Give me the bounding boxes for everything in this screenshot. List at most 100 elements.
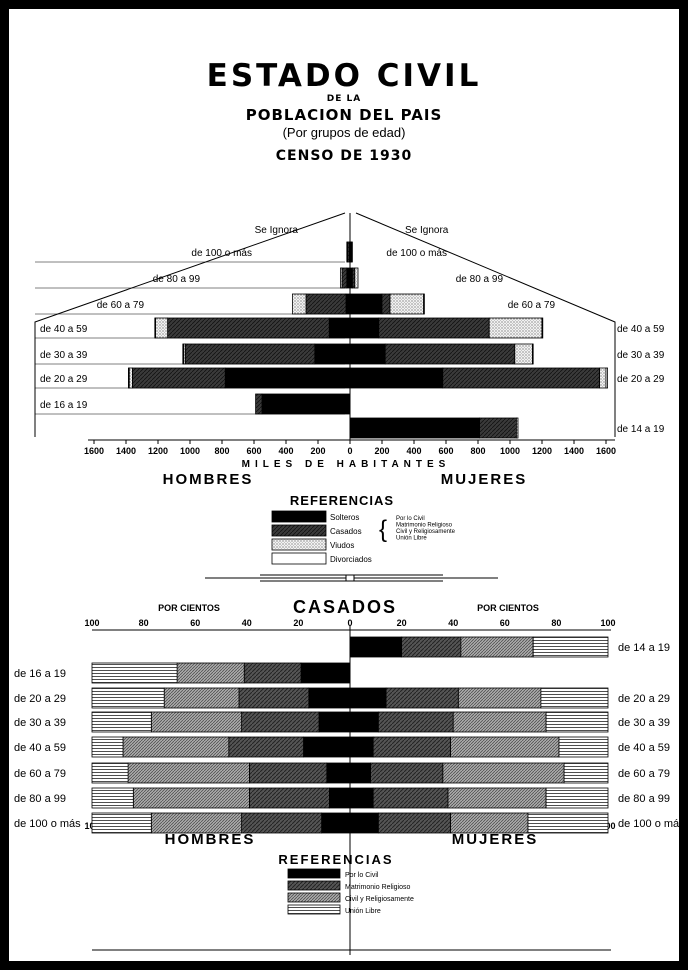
pyramid-tick-0: 1600 [84, 446, 104, 456]
pyramid-legend: REFERENCIAS Solteros Casados Viudos Divorci… [271, 493, 456, 565]
casados-bar-mujeres-de-100-o-mas-matrimonio-religioso [377, 812, 451, 834]
casados-bar-mujeres-de-80-a-99-union-libre [545, 787, 609, 809]
casados-title: CASADOS [293, 597, 397, 617]
bar-hombres-de-16-a-19-solteros [261, 393, 351, 415]
pyramid-label-right-de-100-o-mas: de 100 o más [386, 248, 447, 259]
casados-label-right-de-30-a-39: de 30 a 39 [618, 717, 670, 729]
casados-bar-hombres-de-40-a-59-civil-y-religiosamente [122, 736, 230, 758]
bar-mujeres-de-20-a-29-divorciados [605, 367, 609, 389]
pyramid-bars [127, 241, 609, 439]
casados-tick-top-6: 20 [397, 618, 407, 628]
pyramid-labels-right: Se Ignora de 100 o más de 80 a 99 de 60 a 7… [386, 225, 664, 435]
legend-sub-matrimonio-religioso: Matrimonio Religioso [396, 523, 453, 529]
bar-hombres-de-20-a-29-solteros [224, 367, 351, 389]
page-title: ESTADO CIVIL [206, 58, 482, 94]
bar-mujeres-de-30-a-39-viudos [514, 343, 533, 365]
casados-tick-top-5: 0 [347, 618, 352, 628]
bar-hombres-de-40-a-59-casados [167, 317, 330, 339]
legend-brace: { [379, 516, 387, 543]
casados-tick-top-8: 60 [500, 618, 510, 628]
casados-bar-hombres-de-100-o-mas-union-libre [91, 812, 152, 834]
pyramid-tick-7: 200 [310, 446, 325, 456]
pyramid-tick-2: 1200 [148, 446, 168, 456]
casados-bar-hombres-de-16-a-19-union-libre [91, 662, 178, 684]
casados-bar-hombres-de-80-a-99-por-lo-civil [328, 787, 351, 809]
title-de-la: DE LA [326, 94, 362, 104]
casados-bar-mujeres-de-60-a-79-union-libre [563, 762, 609, 784]
legend-swatch-casados [271, 524, 327, 537]
bar-hombres-de-80-a-99-solteros [346, 267, 351, 289]
casados-tick-top-2: 60 [190, 618, 200, 628]
bar-mujeres-de-20-a-29-viudos [599, 367, 607, 389]
casados-label-right-de-40-a-59: de 40 a 59 [618, 742, 670, 754]
casados-right-label: MUJERES [452, 831, 539, 848]
casados-bar-mujeres-de-80-a-99-civil-y-religiosamente [447, 787, 547, 809]
casados-labels-right: de 14 a 19 de 20 a 29 de 30 a 39 de 40 a 59… [618, 642, 685, 830]
casados-bar-mujeres-de-40-a-59-matrimonio-religioso [372, 736, 452, 758]
bar-hombres-de-100-o-mas-viudos [346, 241, 348, 263]
legend-sub-civil-y-religiosamente: Civil y Religiosamente [396, 529, 456, 535]
casados-legend-label-civil-y-religiosamente: Civil y Religiosamente [345, 896, 414, 903]
bar-hombres-de-16-a-19-casados [255, 393, 263, 415]
bar-hombres-de-40-a-59-divorciados [154, 317, 157, 339]
casados-label-right-de-20-a-29: de 20 a 29 [618, 693, 670, 705]
page-subtitle: POBLACION DEL PAIS [245, 106, 443, 124]
casados-tick-top-4: 20 [293, 618, 303, 628]
bar-mujeres-de-60-a-79-viudos [389, 293, 424, 315]
pyramid-legend-title: REFERENCIAS [290, 493, 394, 508]
casados-bar-hombres-de-60-a-79-civil-y-religiosamente [127, 762, 250, 784]
legend-swatch-solteros [271, 510, 327, 523]
casados-legend-label-por-lo-civil: Por lo Civil [345, 872, 379, 879]
casados-tick-top-0: 100 [84, 618, 99, 628]
bar-mujeres-de-100-o-mas-viudos [351, 241, 353, 263]
pyramid-tick-10: 400 [406, 446, 421, 456]
casados-bar-mujeres-de-60-a-79-matrimonio-religioso [370, 762, 444, 784]
census-label: CENSO DE 1930 [275, 148, 413, 164]
bar-hombres-de-30-a-39-casados [184, 343, 316, 365]
casados-bar-hombres-de-80-a-99-matrimonio-religioso [248, 787, 330, 809]
casados-bar-hombres-de-100-o-mas-por-lo-civil [321, 812, 351, 834]
casados-legend-label-matrimonio-religioso: Matrimonio Religioso [345, 884, 410, 891]
casados-bar-mujeres-de-20-a-29-por-lo-civil [349, 687, 387, 709]
casados-tick-top-7: 40 [448, 618, 458, 628]
pyramid-label-left-de-16-a-19: de 16 a 19 [40, 400, 88, 411]
casados-bar-mujeres-de-20-a-29-civil-y-religiosamente [457, 687, 542, 709]
pyramid-label-right-de-80-a-99: de 80 a 99 [456, 274, 504, 285]
casados-labels-left: de 16 a 19 de 20 a 29 de 30 a 39 de 40 a 59… [14, 668, 81, 830]
pyramid-tick-5: 600 [246, 446, 261, 456]
section-separator [205, 574, 498, 582]
casados-label-right-de-60-a-79: de 60 a 79 [618, 768, 670, 780]
casados-label-right-de-100-o-mas: de 100 o más [618, 818, 685, 830]
casados-bar-hombres-de-20-a-29-matrimonio-religioso [238, 687, 310, 709]
casados-bar-hombres-de-20-a-29-civil-y-religiosamente [163, 687, 240, 709]
casados-legend-title: REFERENCIAS [278, 852, 393, 867]
bar-hombres-de-20-a-29-viudos [128, 367, 133, 389]
pyramid-label-right-de-60-a-79: de 60 a 79 [508, 300, 556, 311]
casados-bar-mujeres-de-40-a-59-union-libre [558, 736, 609, 758]
casados-units-right: POR CIENTOS [477, 603, 539, 613]
pyramid-tick-13: 1000 [500, 446, 520, 456]
bar-hombres-de-20-a-29-casados [131, 367, 226, 389]
casados-bar-mujeres-de-80-a-99-matrimonio-religioso [372, 787, 449, 809]
casados-bar-mujeres-de-100-o-mas-por-lo-civil [349, 812, 379, 834]
casados-bar-hombres-de-16-a-19-por-lo-civil [300, 662, 351, 684]
bar-hombres-de-60-a-79-viudos [291, 293, 307, 315]
bar-hombres-de-40-a-59-viudos [155, 317, 169, 339]
bar-mujeres-de-80-a-99-viudos [354, 267, 359, 289]
bar-mujeres-de-40-a-59-viudos [488, 317, 543, 339]
pyramid-x-label: MILES DE HABITANTES [242, 459, 451, 470]
casados-bar-hombres-de-60-a-79-matrimonio-religioso [248, 762, 328, 784]
pyramid-label-left-de-100-o-mas: de 100 o más [191, 248, 252, 259]
casados-bar-mujeres-de-100-o-mas-union-libre [527, 812, 609, 834]
casados-bar-hombres-de-30-a-39-matrimonio-religioso [241, 711, 320, 733]
casados-label-left-de-60-a-79: de 60 a 79 [14, 768, 66, 780]
casados-bar-mujeres-de-14-a-19-por-lo-civil [349, 636, 402, 658]
pyramid-label-right-de-20-a-29: de 20 a 29 [617, 374, 665, 385]
casados-label-left-de-20-a-29: de 20 a 29 [14, 693, 66, 705]
bar-mujeres-de-30-a-39-solteros [349, 343, 386, 365]
bar-mujeres-de-30-a-39-divorciados [532, 343, 534, 365]
legend-label-casados: Casados [330, 527, 362, 536]
casados-bar-mujeres-de-80-a-99-por-lo-civil [349, 787, 374, 809]
pyramid-tick-1: 1400 [116, 446, 136, 456]
